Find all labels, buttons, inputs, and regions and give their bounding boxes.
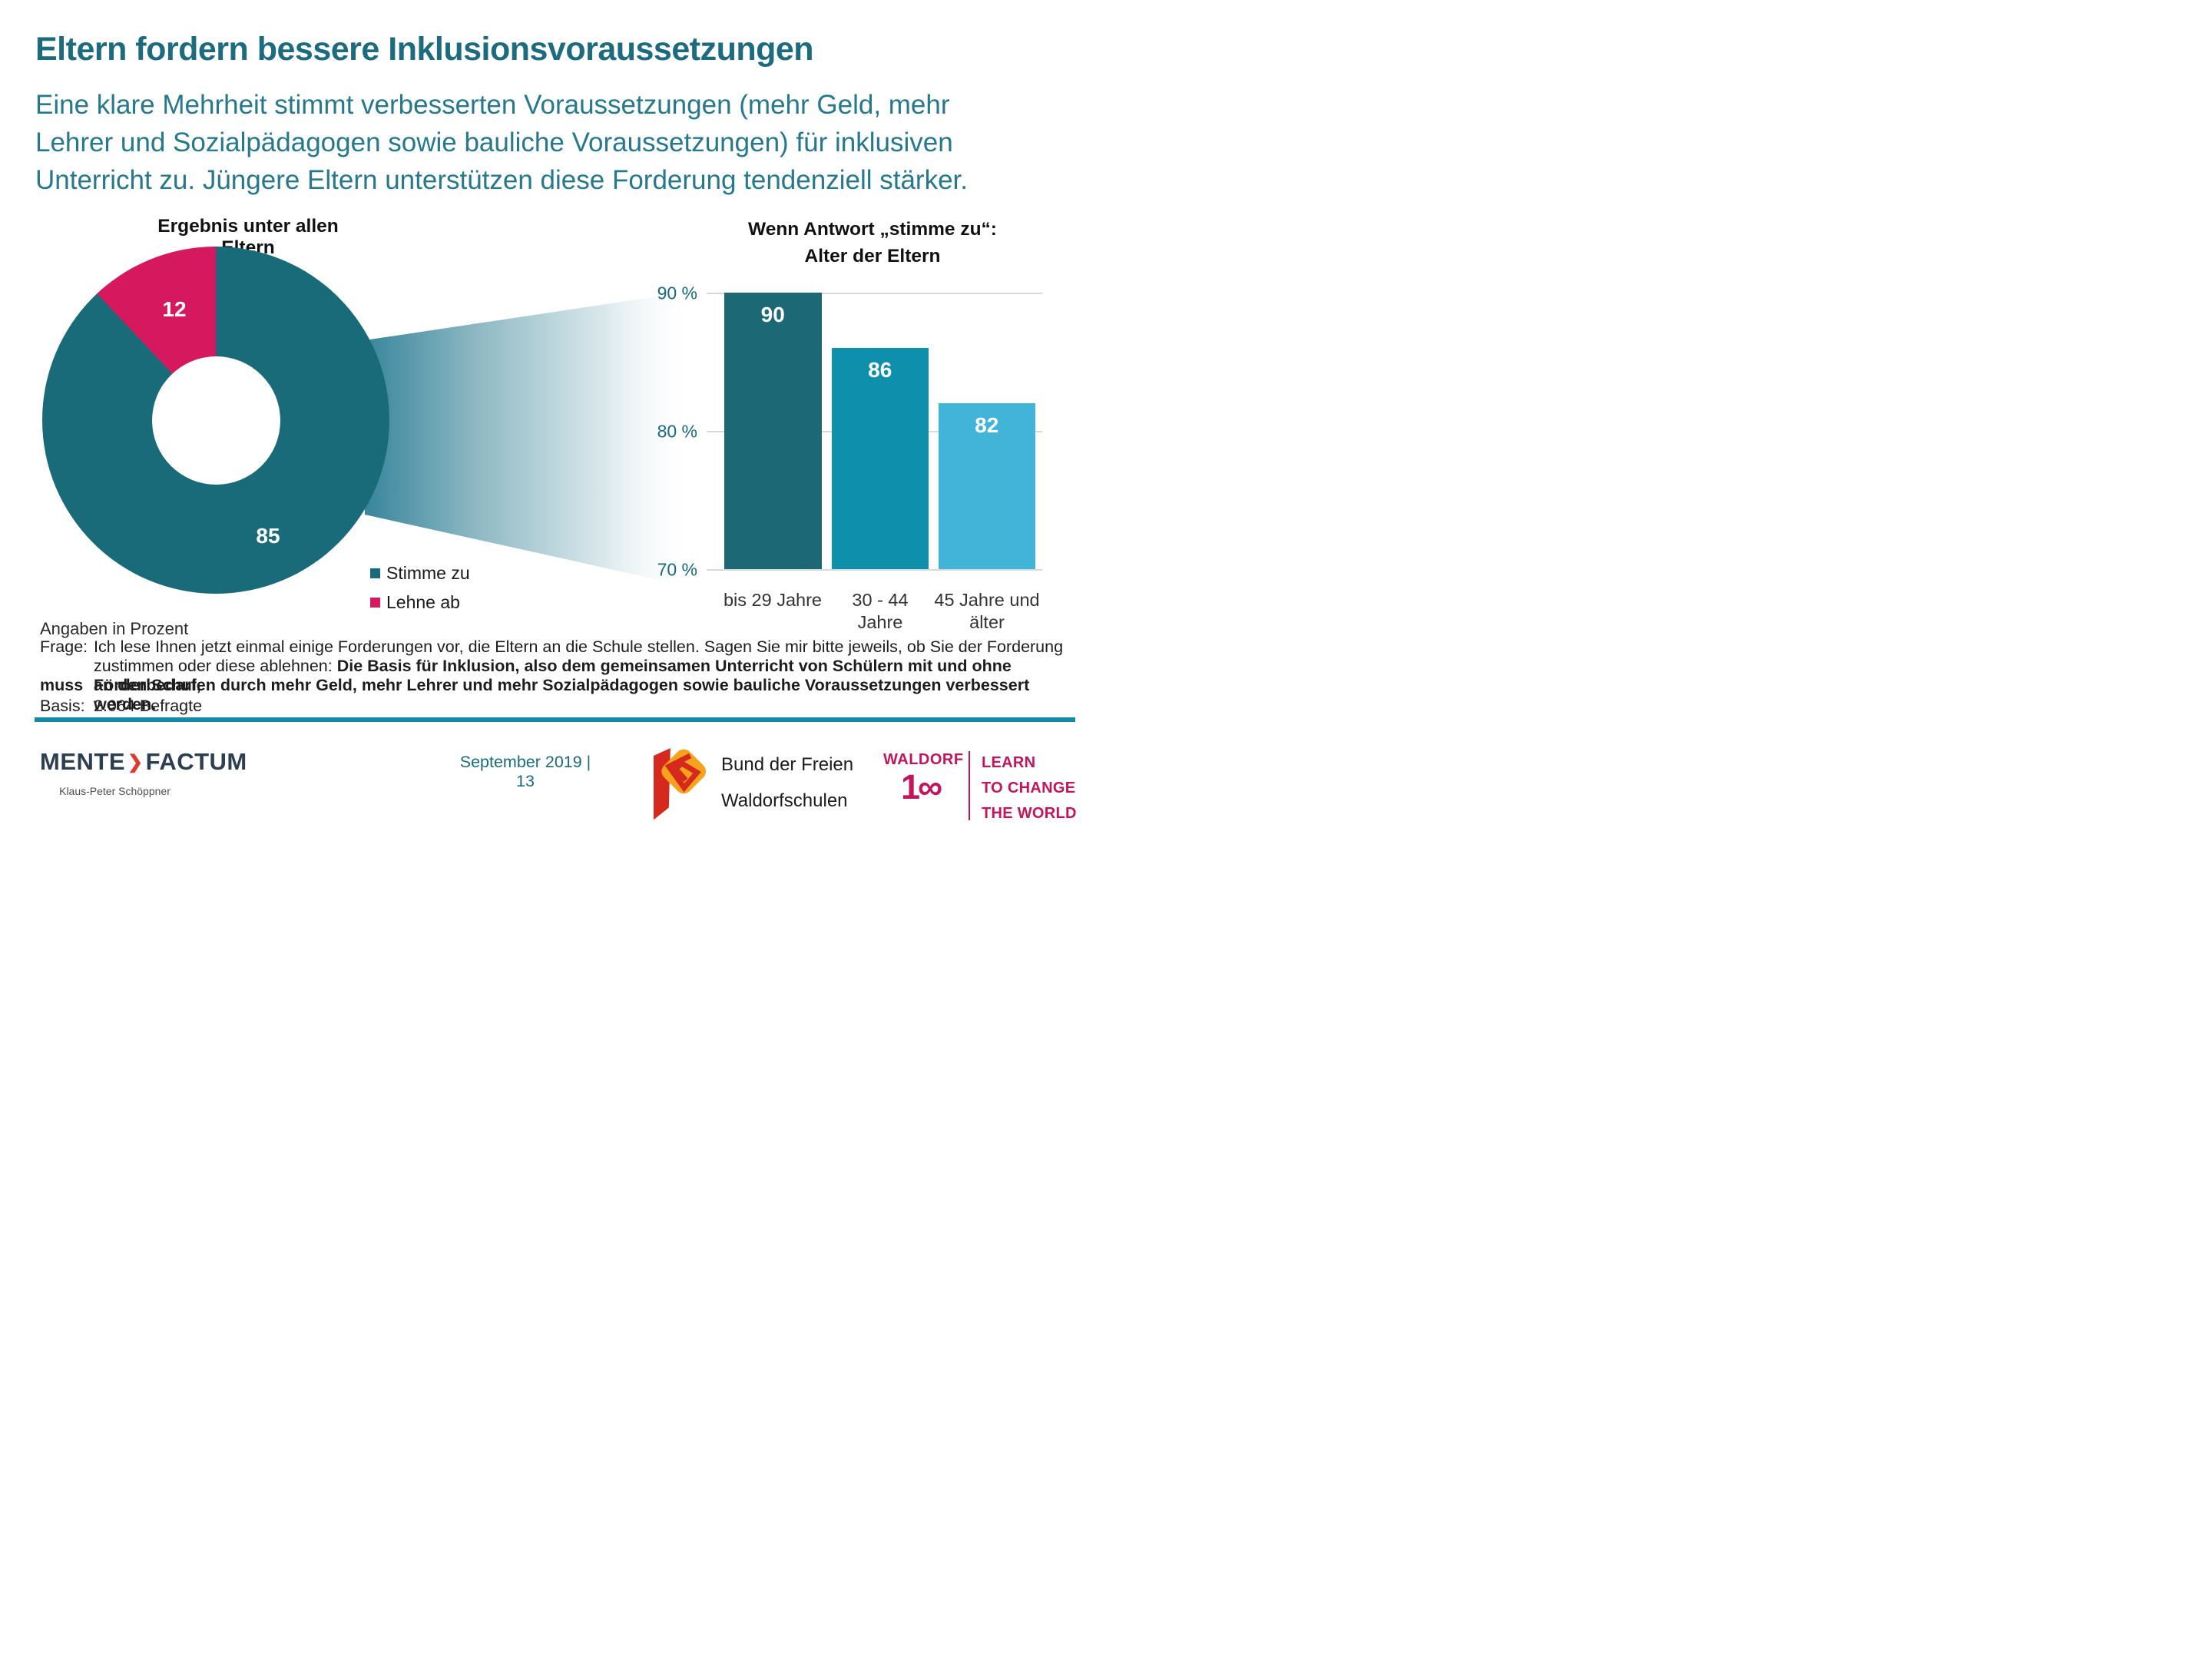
- bar-45-jahre-und-aelter: 82: [938, 403, 1035, 569]
- waldorf-word: WALDORF: [883, 751, 964, 768]
- learn-line: LEARN: [982, 754, 1036, 771]
- waldorf-one: 1: [900, 767, 920, 806]
- bar-value-label: 82: [975, 413, 999, 437]
- page-title: Eltern fordern bessere Inklusionsvorauss…: [35, 31, 814, 68]
- y-axis-tick-80: 80 %: [657, 421, 697, 442]
- bund-name-line2: Waldorfschulen: [721, 790, 848, 811]
- footer-divider-rule: [35, 717, 1075, 722]
- bar-value-label: 90: [760, 303, 785, 326]
- learn-to-change-the-world: LEARN TO CHANGE THE WORLD: [982, 750, 1077, 826]
- bar-chart-title-line2: Alter der Eltern: [804, 246, 941, 267]
- frage-line2-bold: Die Basis für Inklusion, also dem gemein…: [94, 657, 1012, 694]
- factum-word: FACTUM: [145, 748, 247, 775]
- legend-swatch-lehne-ab-icon: [370, 598, 380, 608]
- donut-value-lehne-ab: 12: [162, 297, 187, 321]
- bund-waldorfschulen-logo-icon: [653, 748, 707, 820]
- infinity-icon: ∞: [917, 767, 942, 806]
- bar-chart-title: Wenn Antwort „stimme zu“: Alter der Elte…: [737, 216, 1008, 270]
- subtitle-line: Lehrer und Sozialpädagogen sowie baulich…: [35, 127, 953, 157]
- frage-label: Frage:: [40, 637, 88, 656]
- x-axis-label-30-44: 30 - 44 Jahre: [852, 590, 909, 632]
- donut-hole: [151, 356, 280, 485]
- waldorf-100-logo: WALDORF 1∞: [883, 751, 964, 806]
- waldorf-100-icon: 1∞: [883, 769, 958, 806]
- bar-value-label: 86: [868, 358, 892, 382]
- mente-word: MENTE: [40, 748, 125, 775]
- basis-label: Basis:: [40, 697, 85, 715]
- bar-30-44-jahre: 86: [831, 348, 929, 569]
- learn-line: TO CHANGE: [982, 780, 1076, 796]
- mente-factum-subtitle: Klaus-Peter Schöppner: [59, 785, 171, 797]
- learn-line: THE WORLD: [982, 805, 1077, 822]
- bund-name-line1: Bund der Freien: [721, 754, 854, 775]
- legend-item-stimme-zu: Stimme zu: [370, 563, 470, 584]
- frage-line3-label: muss: [40, 676, 84, 694]
- donut-chart: [42, 247, 389, 594]
- frage-line1: Ich lese Ihnen jetzt einmal einige Forde…: [94, 637, 1064, 656]
- y-axis-tick-70: 70 %: [657, 559, 697, 580]
- legend-label: Lehne ab: [386, 592, 460, 612]
- bar-bis-29-jahre: 90: [724, 293, 822, 569]
- mente-factum-logo: MENTE ❯ FACTUM: [40, 748, 247, 776]
- chevron-right-icon: ❯: [127, 751, 144, 773]
- frage-line2: zustimmen oder diese ablehnen: Die Basis…: [94, 657, 1069, 695]
- waldorf-divider-line: [969, 751, 970, 820]
- bund-waldorfschulen-name: Bund der Freien Waldorfschulen: [721, 747, 853, 819]
- page-subtitle: Eine klare Mehrheit stimmt verbesserten …: [35, 86, 1072, 199]
- donut-value-stimme-zu: 85: [256, 524, 280, 548]
- frage-line2-regular: zustimmen oder diese ablehnen:: [94, 657, 337, 675]
- legend-label: Stimme zu: [386, 563, 470, 583]
- frage-line3: an den Schulen durch mehr Geld, mehr Leh…: [94, 676, 1030, 714]
- gridline-90: [707, 293, 1042, 294]
- gridline-70: [707, 569, 1042, 571]
- subtitle-line: Eine klare Mehrheit stimmt verbesserten …: [35, 90, 950, 120]
- legend-swatch-stimme-zu-icon: [370, 568, 380, 578]
- y-axis-tick-90: 90 %: [657, 283, 697, 303]
- x-axis-label-45-plus: 45 Jahre und älter: [934, 590, 1040, 632]
- x-axis-label-bis-29: bis 29 Jahre: [723, 590, 823, 610]
- subtitle-line: Unterricht zu. Jüngere Eltern unterstütz…: [35, 165, 968, 195]
- units-note: Angaben in Prozent: [40, 619, 189, 638]
- bar-chart-title-line1: Wenn Antwort „stimme zu“:: [748, 219, 997, 240]
- basis-text: 2.064 Befragte: [94, 697, 203, 715]
- slide: Eltern fordern bessere Inklusionsvorauss…: [0, 0, 1106, 830]
- legend-item-lehne-ab: Lehne ab: [370, 592, 460, 613]
- date-page-number: September 2019 | 13: [459, 753, 591, 790]
